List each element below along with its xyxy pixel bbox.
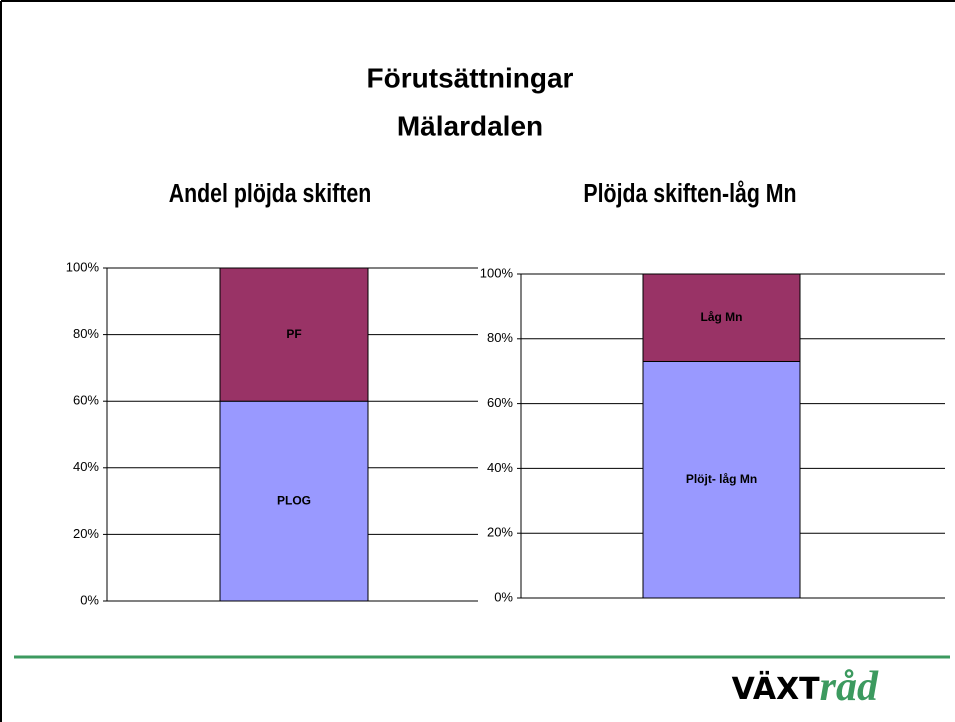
y-tick-label: 60% xyxy=(73,393,99,408)
y-tick-label: 80% xyxy=(487,330,513,345)
slide-title: Förutsättningar xyxy=(367,62,574,93)
y-tick-label: 0% xyxy=(494,589,513,604)
y-tick-label: 100% xyxy=(66,259,100,274)
bar-segment xyxy=(642,273,801,362)
y-tick-label: 40% xyxy=(73,459,99,474)
y-tick-label: 100% xyxy=(480,265,514,280)
y-tick-label: 0% xyxy=(80,592,99,607)
slide-title: Mälardalen xyxy=(397,110,543,141)
logo: VÄXTråd xyxy=(732,664,879,710)
bar-segment xyxy=(219,400,369,602)
bar-segment xyxy=(642,360,801,599)
y-tick-label: 40% xyxy=(487,460,513,475)
y-tick-label: 20% xyxy=(487,525,513,540)
logo-script: råd xyxy=(820,664,879,710)
chart-title: Andel plöjda skiften xyxy=(169,179,371,209)
segment-label: Låg Mn xyxy=(701,310,743,324)
logo-bold: VÄXT xyxy=(732,671,821,707)
bar-segment xyxy=(219,267,369,402)
segment-label: PF xyxy=(286,327,301,341)
y-tick-label: 60% xyxy=(487,395,513,410)
y-tick-label: 80% xyxy=(73,326,99,341)
segment-label: Plöjt- låg Mn xyxy=(686,472,757,486)
chart-title: Plöjda skiften-låg Mn xyxy=(583,179,796,209)
y-tick-label: 20% xyxy=(73,526,99,541)
segment-label: PLOG xyxy=(277,493,311,507)
